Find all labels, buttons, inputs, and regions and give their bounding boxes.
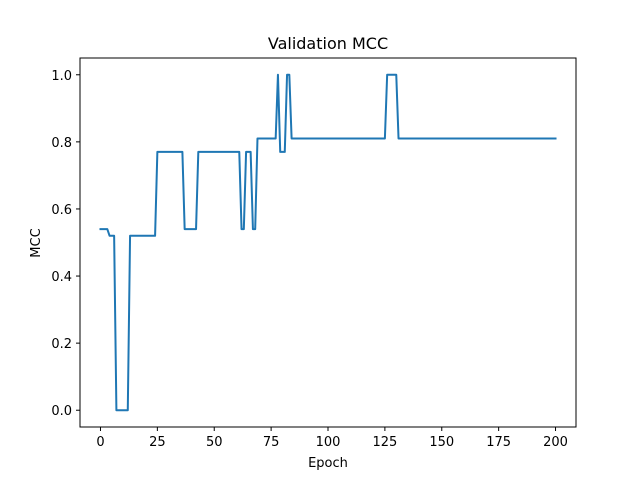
x-tick-label: 0 [96, 435, 104, 450]
y-tick-label: 1.0 [51, 69, 72, 84]
x-tick-label: 100 [316, 435, 341, 450]
x-tick-label: 125 [372, 435, 397, 450]
x-tick-label: 150 [429, 435, 454, 450]
x-axis-label: Epoch [308, 456, 348, 471]
x-tick-label: 175 [486, 435, 511, 450]
y-tick-label: 0.6 [51, 203, 72, 218]
y-tick-label: 0.8 [51, 136, 72, 151]
x-tick-label: 200 [543, 435, 568, 450]
y-tick-label: 0.0 [51, 404, 72, 419]
x-tick-label: 25 [149, 435, 166, 450]
series-line-0 [99, 73, 557, 412]
chart-title: Validation MCC [268, 34, 388, 53]
y-axis-label: MCC [29, 228, 44, 257]
y-tick-label: 0.2 [51, 337, 72, 352]
y-tick-label: 0.4 [51, 270, 72, 285]
x-tick-label: 75 [263, 435, 280, 450]
x-tick-label: 50 [206, 435, 223, 450]
plot-area: 0 25 50 75 100 125 150 175 200 0.0 0.2 0.4 0.6 0.8 1.0 [51, 57, 577, 450]
